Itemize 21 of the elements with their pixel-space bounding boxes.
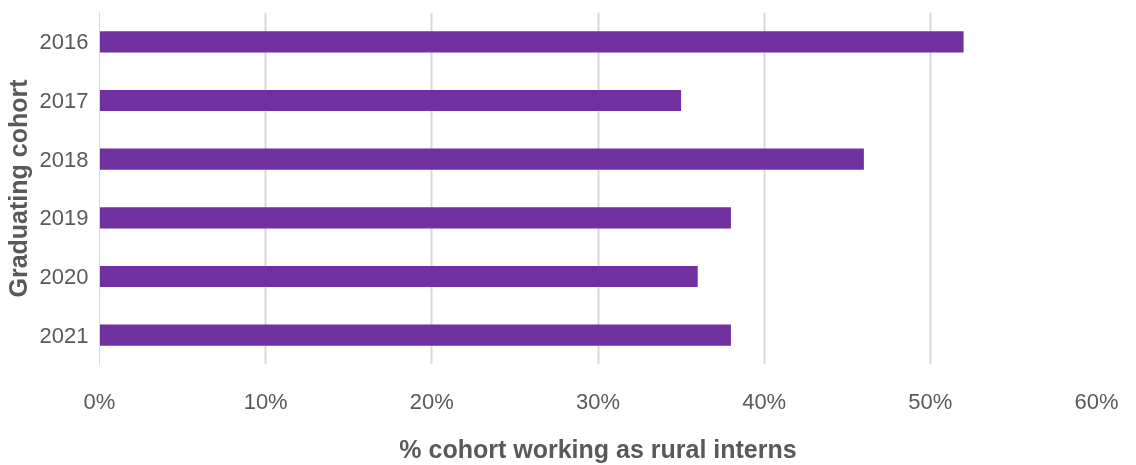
bar: [99, 265, 698, 288]
x-tick-label: 20%: [409, 388, 454, 414]
bar: [99, 89, 682, 112]
y-tick-label: 2020: [39, 264, 89, 289]
y-tick-label: 2019: [39, 205, 89, 231]
bar: [99, 148, 864, 170]
bar: [99, 324, 731, 346]
x-tick-label: 60%: [1074, 388, 1119, 414]
bar: [99, 207, 731, 229]
x-tick-label: 50%: [908, 388, 953, 414]
x-axis-title: % cohort working as rural interns: [399, 434, 797, 463]
y-tick-label: 2016: [39, 29, 89, 55]
x-tick-label: 10%: [243, 388, 288, 414]
x-tick-label: 0%: [83, 388, 116, 414]
y-tick-label: 2021: [39, 322, 89, 348]
x-tick-label: 30%: [575, 388, 621, 414]
x-tick-label: 40%: [742, 388, 787, 414]
y-axis-title: Graduating cohort: [3, 78, 32, 298]
y-tick-label: 2017: [39, 88, 89, 113]
y-tick-label: 2018: [39, 146, 89, 172]
bar: [99, 31, 964, 53]
